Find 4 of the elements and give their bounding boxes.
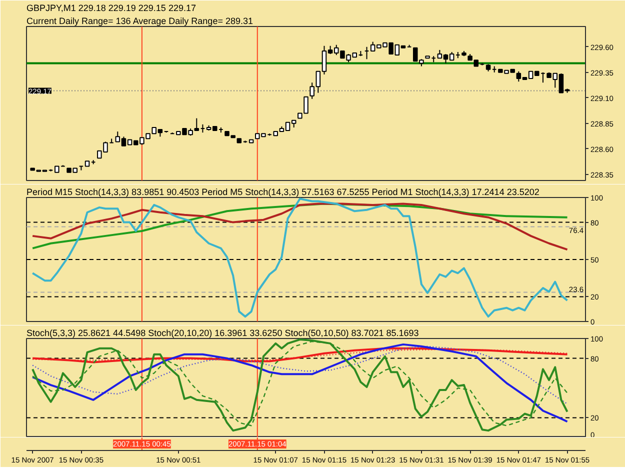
chart-title: Period M15 Stoch(14,3,3) 83.9851 90.4503 Period M5 Stoch(14,3,3) 57.5163 67.5255 Period M1 Stoch(14,3,3) 17.2414 23.5202 [26, 187, 540, 197]
chart-title: Stoch(5,3,3) 25.8621 44.5498 Stoch(20,10,20) 16.3961 33.6250 Stoch(50,10,50) 83.7021 85.1693 [26, 328, 419, 338]
chart-subtitle: Current Daily Range= 136 Average Daily Range= 289.31 [26, 16, 253, 26]
chart-title: GBPJPY,M1 229.18 229.19 229.15 229.17 [26, 3, 196, 13]
